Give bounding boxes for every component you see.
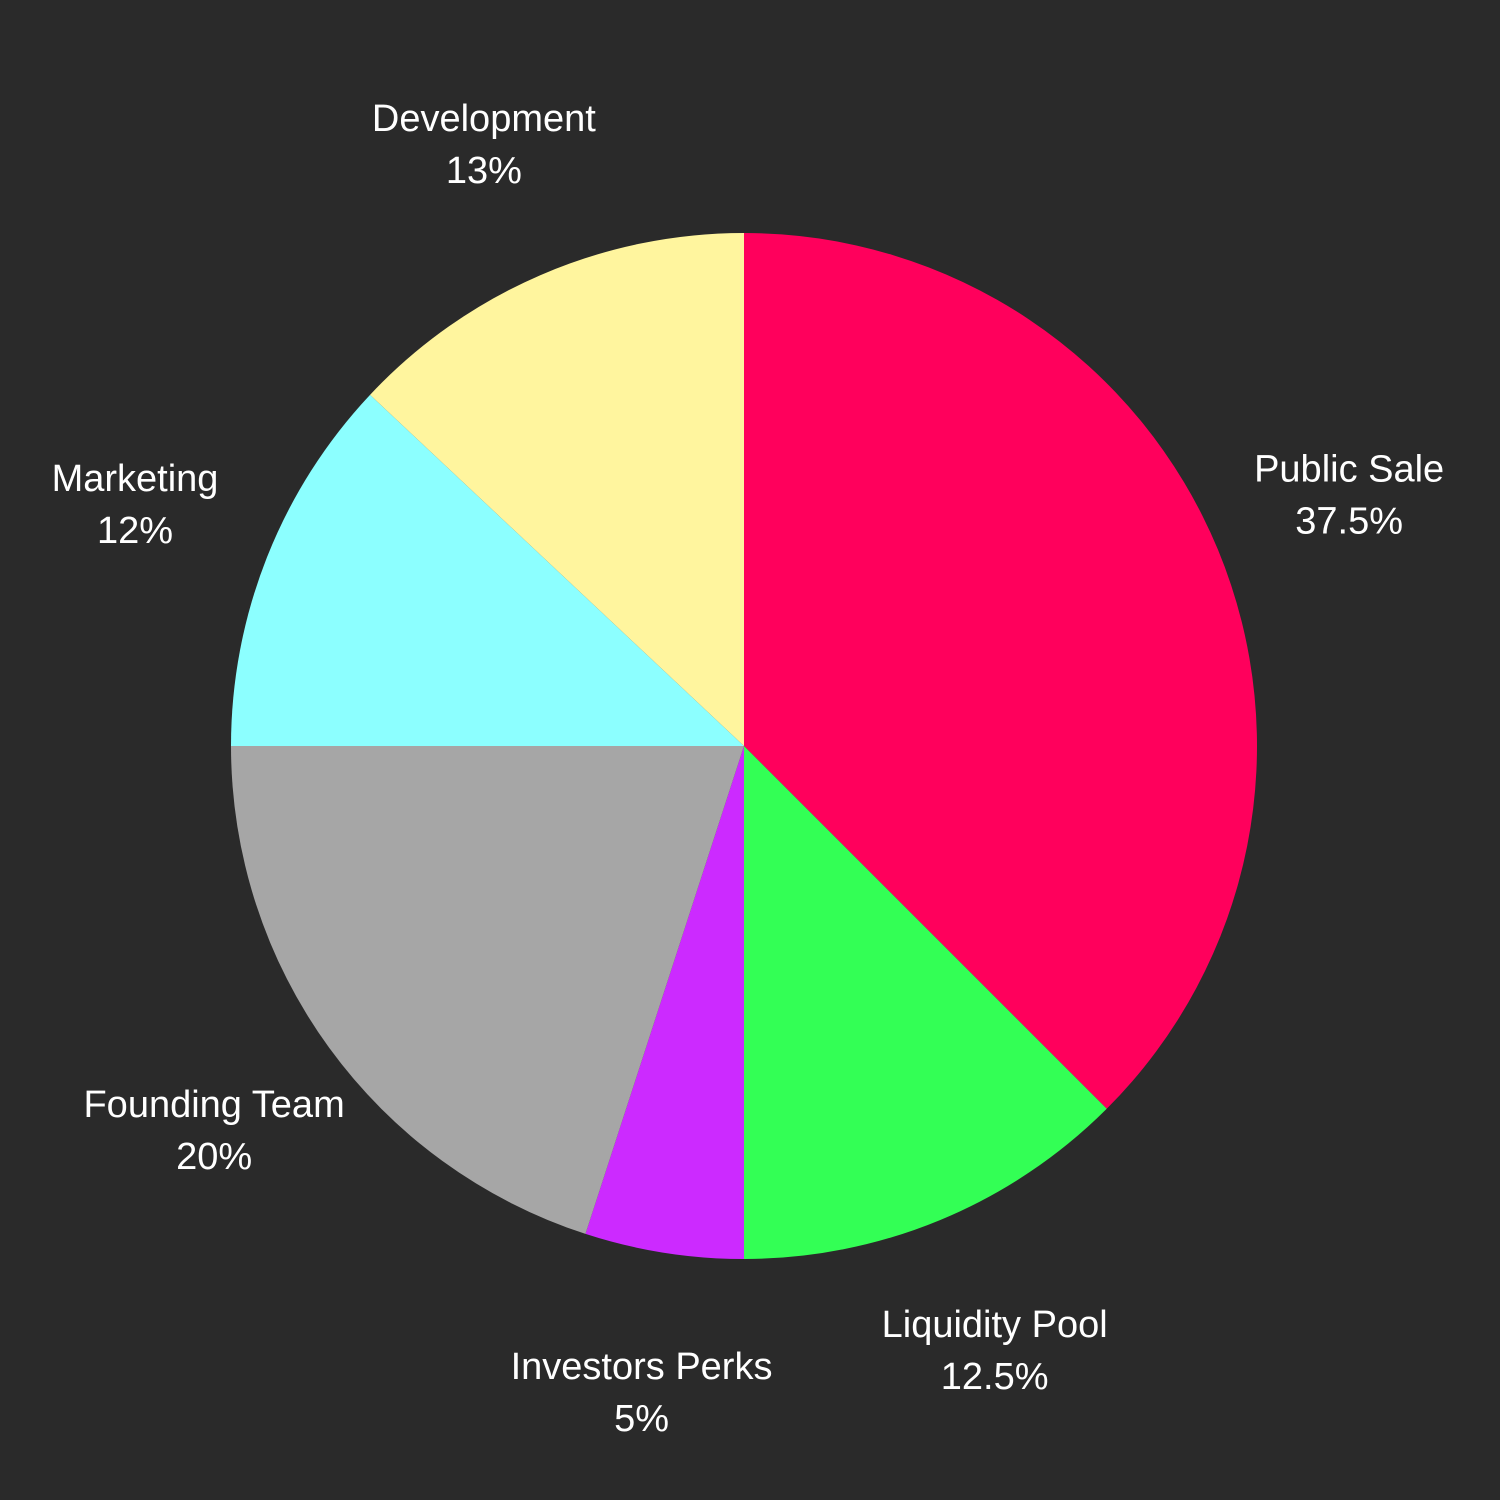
slice-value-public-sale: 37.5% — [1295, 500, 1403, 542]
labels-layer: Public Sale 37.5% Liquidity Pool 12.5% Inves… — [52, 98, 1445, 1440]
pie-slice-founding-team — [230, 746, 744, 1234]
slice-value-development: 13% — [446, 150, 522, 192]
slice-label-liquidity-pool: Liquidity Pool — [882, 1304, 1108, 1346]
slice-label-public-sale: Public Sale — [1254, 448, 1444, 490]
slices-layer — [230, 233, 1257, 1259]
pie-slice-development — [370, 233, 744, 746]
slice-label-founding-team: Founding Team — [83, 1084, 344, 1126]
pie-slice-liquidity-pool — [744, 746, 1107, 1259]
slice-label-investors-perks: Investors Perks — [511, 1346, 773, 1388]
slice-label-development: Development — [372, 98, 596, 140]
slice-value-marketing: 12% — [97, 510, 173, 552]
pie-slice-investors-perks — [585, 746, 744, 1259]
slice-value-founding-team: 20% — [176, 1136, 252, 1178]
slice-label-marketing: Marketing — [52, 458, 219, 500]
pie-slice-public-sale — [744, 233, 1257, 1109]
slice-value-investors-perks: 5% — [614, 1398, 669, 1440]
pie-slice-marketing — [231, 394, 744, 746]
slice-value-liquidity-pool: 12.5% — [941, 1356, 1049, 1398]
